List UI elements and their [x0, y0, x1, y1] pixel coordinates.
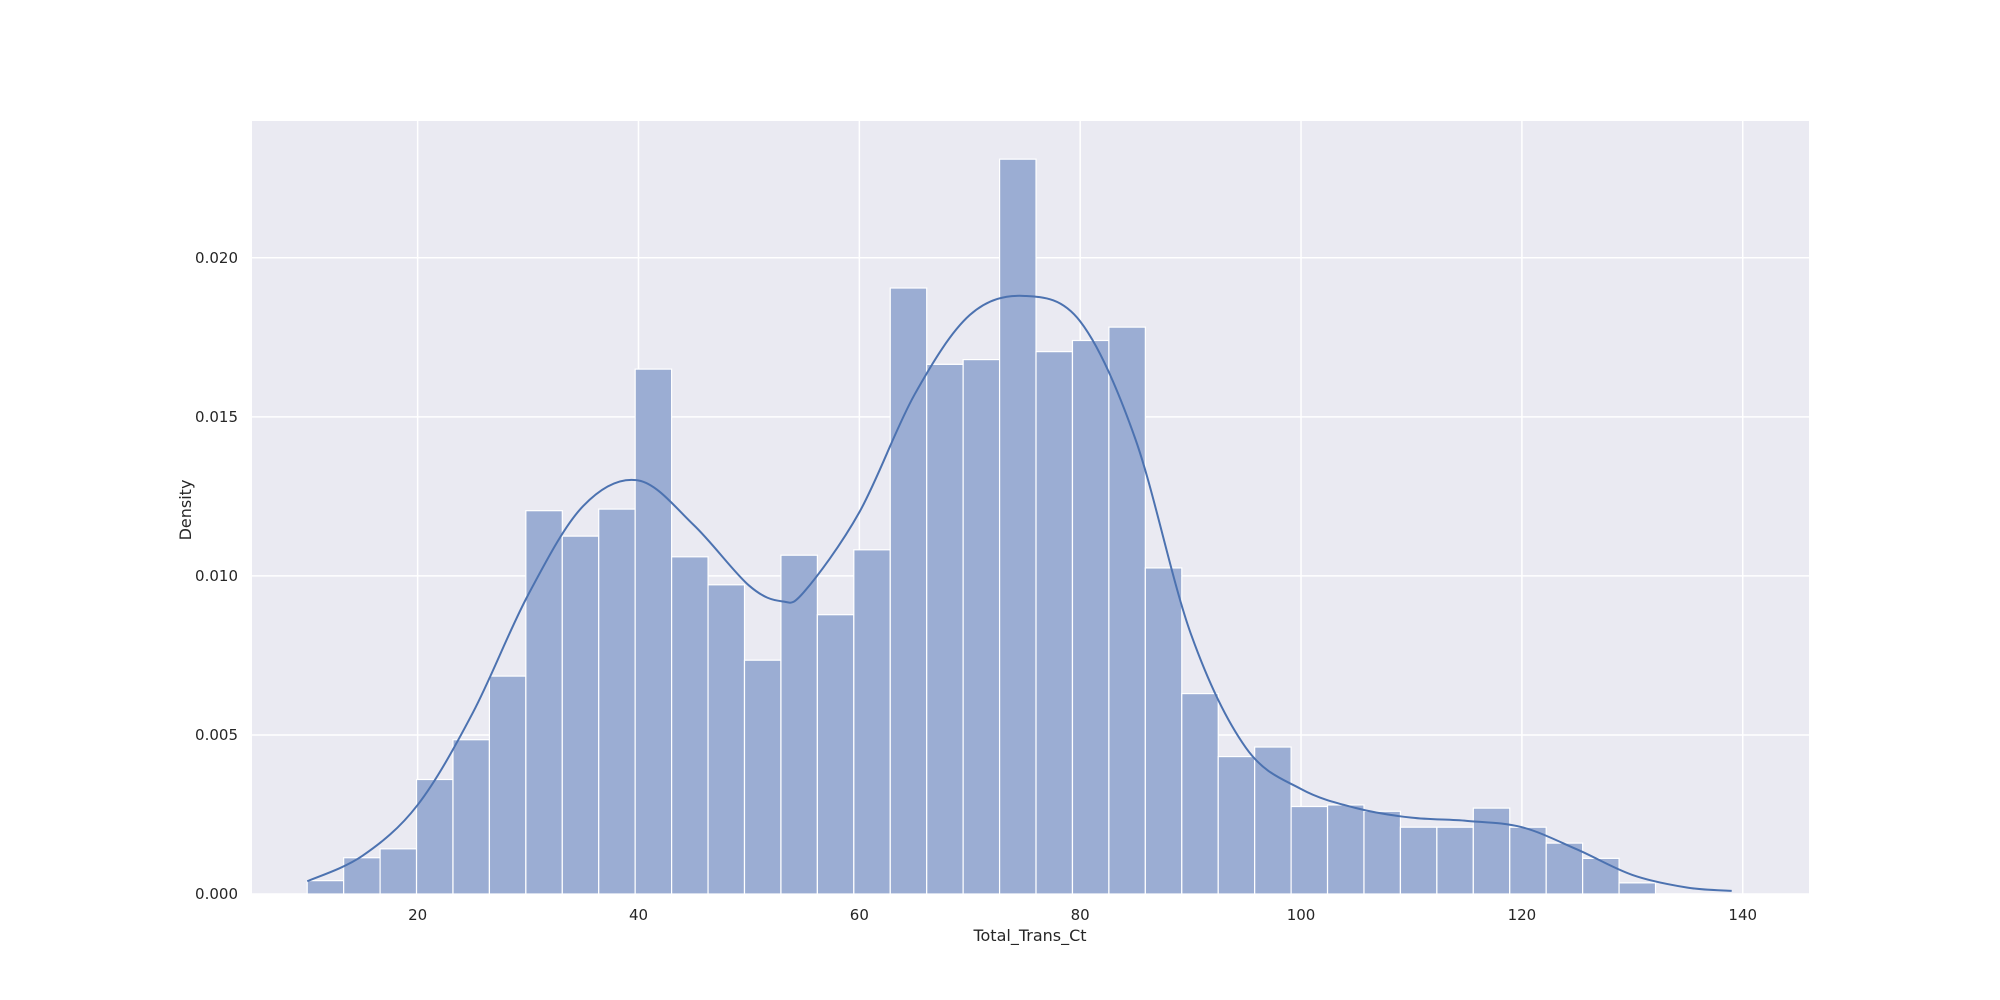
histogram-bar [1290, 805, 1329, 895]
histogram-bar [1108, 326, 1146, 895]
y-tick-labels: 0.000 0.005 0.010 0.015 0.020 [195, 249, 238, 903]
histogram-bars [306, 158, 1657, 895]
histogram-bar [926, 363, 964, 895]
y-tick-label: 0.000 [195, 885, 238, 903]
histogram-bar [452, 739, 491, 895]
histogram-bar [1582, 857, 1620, 895]
histogram-bar [1181, 692, 1219, 895]
histogram-bar [998, 158, 1037, 895]
x-tick-label: 100 [1287, 906, 1316, 924]
x-tick-labels: 20 40 60 80 100 120 140 [408, 906, 1757, 924]
histogram-bar [1254, 746, 1292, 895]
histogram-bar [561, 535, 600, 895]
histogram-bar [853, 549, 891, 895]
histogram-bar [1035, 351, 1074, 895]
y-tick-label: 0.015 [195, 408, 238, 426]
histogram-bar [525, 510, 563, 895]
histogram-bar [962, 358, 1001, 895]
x-tick-label: 60 [850, 906, 869, 924]
y-axis-label: Density [176, 480, 195, 541]
histogram-bar [1071, 339, 1110, 895]
y-tick-label: 0.020 [195, 249, 238, 267]
histogram-bar [743, 659, 782, 895]
histogram-bar [598, 508, 636, 895]
histogram-bar [634, 368, 673, 895]
histogram-bar [1326, 804, 1365, 895]
x-tick-label: 40 [629, 906, 648, 924]
histogram-bar [1363, 810, 1402, 895]
histogram-bar [415, 778, 454, 895]
histogram-bar [1436, 826, 1474, 895]
histogram-bar [1545, 842, 1584, 895]
histogram-bar [889, 287, 928, 895]
kde-line [306, 294, 1732, 892]
kde-curve [306, 294, 1732, 892]
histogram-bar [1618, 882, 1657, 895]
histogram-bar [1399, 826, 1438, 895]
histogram-bar [816, 614, 855, 895]
histogram-bar [1144, 567, 1183, 895]
histogram-bar [488, 675, 527, 895]
histogram-bar [707, 584, 746, 895]
histogram-bar [306, 880, 345, 895]
histogram-bar [671, 556, 709, 895]
x-axis-label: Total_Trans_Ct [972, 926, 1086, 946]
x-tick-label: 140 [1728, 906, 1757, 924]
y-tick-label: 0.010 [195, 567, 238, 585]
x-tick-label: 20 [408, 906, 427, 924]
histogram-bar [1509, 826, 1547, 895]
histogram-bar [379, 848, 418, 895]
histogram-bar [780, 554, 818, 895]
y-tick-label: 0.005 [195, 726, 238, 744]
x-tick-label: 120 [1508, 906, 1537, 924]
x-tick-label: 80 [1071, 906, 1090, 924]
histogram-bar [1217, 755, 1256, 895]
